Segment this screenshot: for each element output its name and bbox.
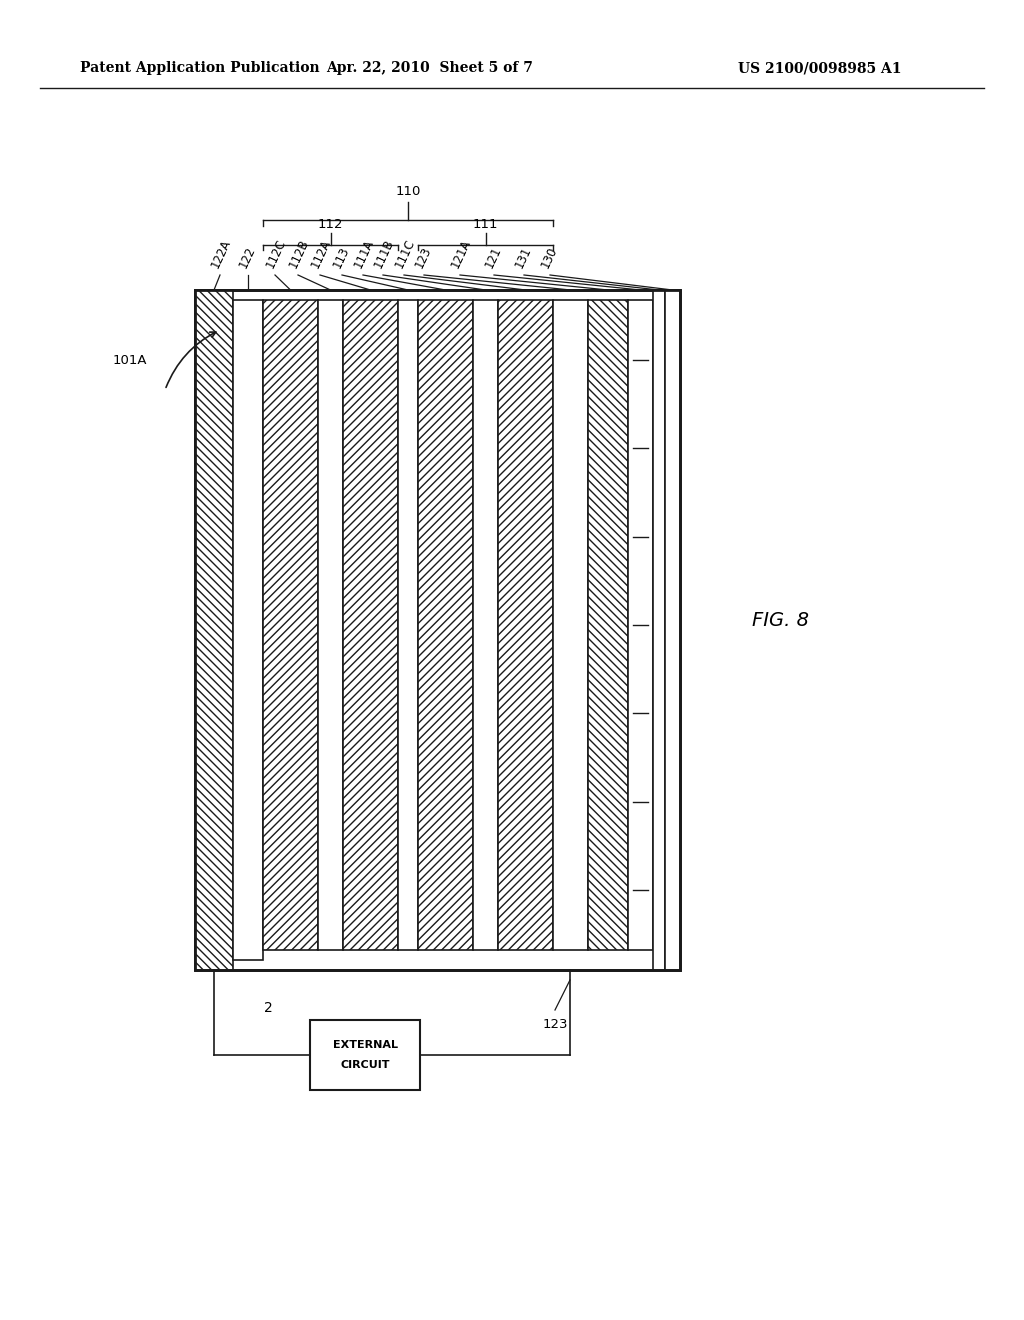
Bar — [343, 300, 398, 950]
Text: 123: 123 — [543, 1018, 567, 1031]
Bar — [343, 300, 398, 950]
Text: 121A: 121A — [449, 236, 473, 271]
Text: 112C: 112C — [263, 236, 288, 271]
Text: 123: 123 — [413, 244, 433, 271]
Text: 111B: 111B — [372, 236, 396, 271]
Text: 111C: 111C — [392, 236, 417, 271]
Text: 122A: 122A — [208, 236, 232, 271]
Text: Apr. 22, 2010  Sheet 5 of 7: Apr. 22, 2010 Sheet 5 of 7 — [327, 61, 534, 75]
Text: 121: 121 — [482, 244, 504, 271]
Text: 113: 113 — [330, 244, 351, 271]
Bar — [195, 290, 680, 970]
Text: 122: 122 — [237, 244, 257, 271]
Text: 101A: 101A — [113, 354, 147, 367]
Bar — [310, 1020, 420, 1090]
Bar — [318, 300, 343, 950]
Text: FIG. 8: FIG. 8 — [752, 610, 809, 630]
Text: US 2100/0098985 A1: US 2100/0098985 A1 — [738, 61, 902, 75]
Text: 2: 2 — [263, 1001, 272, 1015]
Text: 112A: 112A — [308, 236, 333, 271]
Bar — [398, 300, 418, 950]
Text: CIRCUIT: CIRCUIT — [340, 1060, 390, 1071]
Bar — [653, 290, 665, 970]
Bar — [473, 300, 498, 950]
Text: 130: 130 — [539, 244, 559, 271]
Bar — [233, 300, 263, 960]
Text: 111A: 111A — [351, 236, 376, 271]
Bar — [195, 290, 233, 970]
Bar — [418, 300, 473, 950]
Bar — [498, 300, 553, 950]
Text: Patent Application Publication: Patent Application Publication — [80, 61, 319, 75]
Bar — [418, 300, 473, 950]
Bar — [665, 290, 680, 970]
Text: 112: 112 — [317, 218, 343, 231]
Text: 112B: 112B — [287, 236, 311, 271]
Bar — [553, 300, 588, 950]
Text: EXTERNAL: EXTERNAL — [333, 1040, 397, 1049]
Text: 131: 131 — [512, 244, 534, 271]
Bar — [498, 300, 553, 950]
Bar — [195, 290, 680, 970]
Text: 111: 111 — [473, 218, 499, 231]
Text: 110: 110 — [395, 185, 421, 198]
Bar — [263, 300, 318, 950]
Bar — [195, 290, 233, 970]
Bar — [628, 300, 653, 950]
Bar — [588, 300, 628, 950]
Bar — [263, 300, 318, 950]
Bar — [588, 300, 628, 950]
